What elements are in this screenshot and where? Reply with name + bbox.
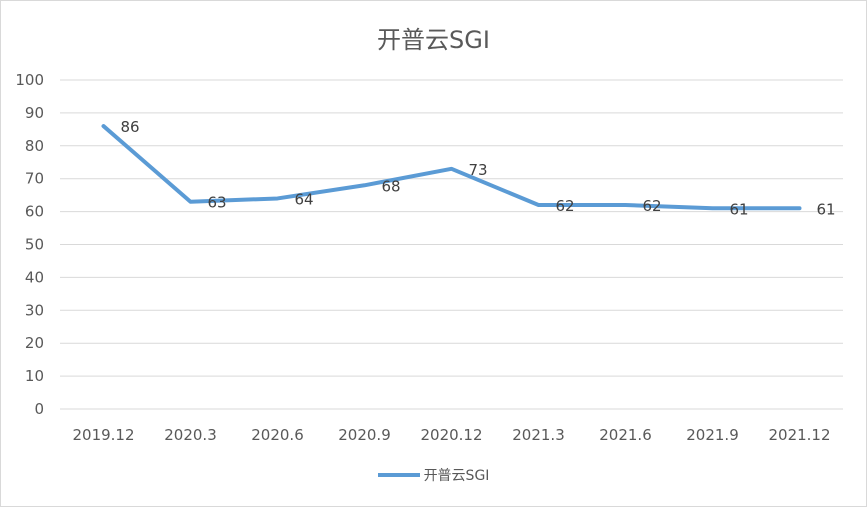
y-tick-label: 10 (25, 367, 44, 385)
y-tick-label: 60 (25, 203, 44, 221)
x-tick-label: 2020.9 (338, 426, 391, 444)
x-tick-label: 2020.12 (420, 426, 482, 444)
y-tick-label: 100 (15, 71, 44, 89)
y-tick-label: 50 (25, 236, 44, 254)
x-tick-label: 2020.6 (251, 426, 304, 444)
x-tick-label: 2021.6 (599, 426, 652, 444)
series-line[interactable] (101, 124, 802, 211)
chart-title: 开普云SGI (377, 26, 490, 54)
data-label: 61 (817, 200, 836, 218)
x-tick-label: 2021.12 (768, 426, 830, 444)
y-tick-label: 90 (25, 104, 44, 122)
x-tick-label: 2021.9 (686, 426, 739, 444)
data-label: 61 (730, 200, 749, 218)
y-tick-label: 80 (25, 137, 44, 155)
x-tick-label: 2020.3 (164, 426, 217, 444)
data-label: 68 (382, 177, 401, 195)
data-label: 62 (556, 197, 575, 215)
x-tick-label: 2019.12 (72, 426, 134, 444)
legend-line-swatch-icon (377, 473, 420, 477)
legend-label: 开普云SGI (423, 468, 490, 484)
y-tick-label: 20 (25, 334, 44, 352)
y-tick-label: 40 (25, 268, 44, 286)
data-label: 63 (208, 194, 227, 212)
y-tick-label: 0 (34, 400, 44, 418)
data-label: 86 (121, 118, 140, 136)
y-tick-label: 30 (25, 301, 44, 319)
data-label: 62 (643, 197, 662, 215)
y-tick-label: 70 (25, 170, 44, 188)
data-label: 64 (295, 190, 314, 208)
data-label: 73 (469, 161, 488, 179)
x-tick-label: 2021.3 (512, 426, 565, 444)
legend[interactable]: 开普云SGI (0, 465, 867, 485)
